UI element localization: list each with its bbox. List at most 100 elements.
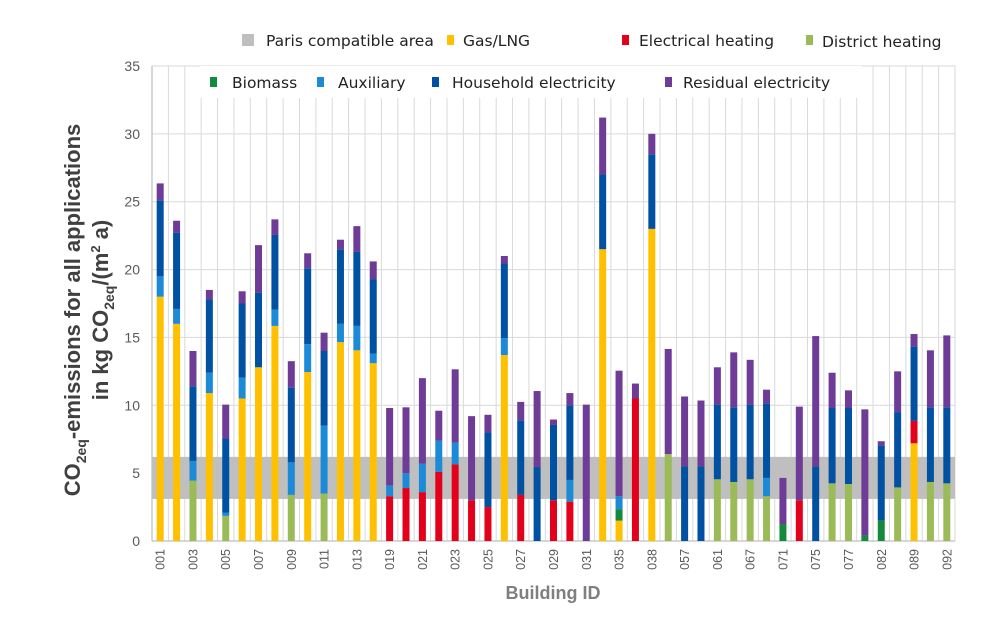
- bar-segment-residual-electricity: [664, 348, 672, 455]
- bar-segment-auxiliary: [222, 512, 230, 516]
- bar-segment-auxiliary: [369, 353, 377, 364]
- bar-segment-household-electricity: [877, 445, 885, 521]
- bar-segment-residual-electricity: [615, 370, 623, 497]
- bar-segment-district-heating: [943, 483, 951, 541]
- bar-segment-residual-electricity: [566, 393, 574, 406]
- bar-segment-household-electricity: [566, 405, 574, 480]
- bar-segment-gas-lng: [500, 355, 508, 541]
- y-title-part: /(m: [88, 253, 113, 286]
- bar-segment-household-electricity: [156, 200, 164, 277]
- bar-segment-residual-electricity: [484, 414, 492, 433]
- bar-segment-residual-electricity: [435, 410, 443, 441]
- x-tick-label: 009: [285, 549, 299, 570]
- bar-segment-household-electricity: [599, 174, 607, 250]
- bar-segment-auxiliary: [615, 496, 623, 510]
- legend-swatch-biomass: [210, 77, 217, 87]
- bar-segment-electrical-heating: [468, 500, 476, 541]
- bar-segment-residual-electricity: [205, 289, 213, 300]
- legend-swatch-residual: [665, 77, 672, 87]
- x-tick-label: 077: [842, 549, 856, 570]
- bar-segment-household-electricity: [173, 232, 181, 309]
- bar-segment-auxiliary: [320, 425, 328, 494]
- y-tick-label: 0: [132, 533, 140, 549]
- bar-segment-gas-lng: [205, 393, 213, 541]
- x-tick-label: 011: [318, 549, 332, 569]
- bar-segment-auxiliary: [386, 485, 394, 497]
- bar-segment-residual-electricity: [943, 335, 951, 408]
- bar-segment-household-electricity: [763, 403, 771, 478]
- bar-segment-gas-lng: [271, 325, 279, 541]
- bar-segment-residual-electricity: [910, 334, 918, 347]
- bar-segment-residual-electricity: [746, 359, 754, 405]
- bar-segment-auxiliary: [238, 377, 246, 399]
- bar-segment-electrical-heating: [910, 420, 918, 444]
- bar-segment-residual-electricity: [763, 389, 771, 404]
- bar-segment-gas-lng: [156, 296, 164, 541]
- legend-label-paris: Paris compatible area: [266, 32, 434, 50]
- bar-segment-electrical-heating: [386, 496, 394, 541]
- bar-segment-household-electricity: [189, 386, 197, 461]
- legend-label-gas: Gas/LNG: [463, 32, 530, 50]
- bar-segment-residual-electricity: [336, 239, 344, 250]
- bar-segment-residual-electricity: [631, 383, 639, 399]
- bar-segment-electrical-heating: [795, 500, 803, 541]
- x-tick-label: 082: [875, 549, 889, 570]
- bar-segment-household-electricity: [746, 404, 754, 480]
- legend-label-electrical: Electrical heating: [639, 32, 774, 50]
- y-title-part: -emissions for all applications: [60, 124, 85, 439]
- x-tick-label: 067: [744, 549, 758, 570]
- bar-segment-electrical-heating: [550, 500, 557, 541]
- bar-segment-residual-electricity: [402, 407, 410, 474]
- bar-segment-auxiliary: [763, 477, 771, 497]
- bar-segment-biomass: [861, 535, 869, 541]
- y-tick-label: 5: [132, 465, 140, 481]
- bar-segment-electrical-heating: [631, 398, 639, 541]
- bar-segment-auxiliary: [189, 460, 197, 481]
- bar-segment-household-electricity: [353, 251, 361, 326]
- y-axis-title-line1: CO2eq-emissions for all applications: [60, 124, 89, 497]
- bar-segment-gas-lng: [353, 350, 361, 541]
- legend-swatch-paris: [242, 34, 254, 46]
- bar-segment-residual-electricity: [500, 256, 508, 264]
- bar-segment-residual-electricity: [861, 409, 869, 536]
- bar-segment-district-heating: [730, 481, 738, 541]
- bar-segment-residual-electricity: [681, 396, 689, 467]
- x-tick-label: 031: [580, 549, 594, 570]
- bar-segment-residual-electricity: [795, 406, 803, 501]
- bar-segment-district-heating: [926, 481, 934, 541]
- bar-segment-residual-electricity: [812, 336, 820, 467]
- bar-segment-auxiliary: [205, 372, 213, 394]
- bar-segment-household-electricity: [336, 249, 344, 324]
- x-tick-label: 025: [481, 549, 495, 570]
- x-tick-label: 007: [252, 549, 266, 570]
- x-tick-labels: 001 003 005 007 009 011 013 019 021 023 025 027 029 0…: [154, 549, 955, 570]
- y-title-subscript: 2eq: [73, 439, 89, 463]
- bar-segment-household-electricity: [369, 279, 377, 354]
- bar-segment-residual-electricity: [517, 401, 525, 421]
- y-tick-label: 20: [124, 262, 140, 278]
- bar-segment-household-electricity: [713, 404, 721, 480]
- legend-swatch-auxiliary: [317, 77, 324, 87]
- bar-segment-auxiliary: [402, 473, 410, 489]
- bar-segment-auxiliary: [500, 338, 508, 356]
- x-axis-title: Building ID: [506, 583, 601, 603]
- bar-segment-residual-electricity: [451, 369, 459, 443]
- y-tick-label: 10: [124, 397, 140, 413]
- x-tick-label: 057: [678, 549, 692, 570]
- bar-segment-household-electricity: [304, 268, 312, 345]
- bar-segment-household-electricity: [910, 346, 918, 421]
- bar-segment-household-electricity: [287, 387, 295, 463]
- x-tick-label: 001: [154, 549, 168, 570]
- bar-segment-residual-electricity: [533, 391, 541, 468]
- legend-label-district: District heating: [822, 33, 942, 51]
- bar-segment-auxiliary: [271, 309, 279, 326]
- bar-segment-household-electricity: [484, 432, 492, 508]
- bar-segment-residual-electricity: [779, 477, 787, 525]
- x-tick-label: 071: [776, 549, 790, 570]
- x-tick-label: 035: [613, 549, 627, 570]
- y-title-subscript: 2eq: [101, 286, 117, 310]
- legend-swatch-district: [806, 35, 813, 45]
- bar-segment-district-heating: [189, 480, 197, 541]
- bar-segment-electrical-heating: [402, 488, 410, 541]
- bars: [156, 117, 951, 541]
